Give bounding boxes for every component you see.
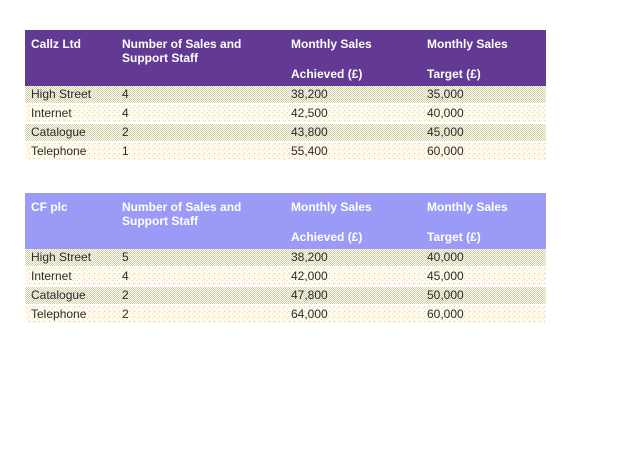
table-row: High Street 4 38,200 35,000 (25, 86, 546, 105)
cell-achieved: 43,800 (291, 125, 328, 139)
cell-staff: 4 (122, 87, 129, 101)
header-label: Monthly Sales (427, 37, 508, 51)
cell-target: 40,000 (427, 106, 464, 120)
cell-staff: 2 (122, 307, 129, 321)
table-title: Callz Ltd (31, 37, 81, 51)
cell-target: 60,000 (427, 144, 464, 158)
header-label: Monthly Sales (291, 37, 372, 51)
cell-target: 35,000 (427, 87, 464, 101)
table-title: CF plc (31, 200, 68, 214)
header-label: Number of Sales and Support Staff (122, 37, 242, 65)
table-row: High Street 5 38,200 40,000 (25, 249, 546, 268)
table-row: Internet 4 42,000 45,000 (25, 268, 546, 287)
header-label: Monthly Sales (427, 200, 508, 214)
cell-achieved: 64,000 (291, 307, 328, 321)
cell-staff: 2 (122, 288, 129, 302)
cell-target: 45,000 (427, 125, 464, 139)
cell-target: 60,000 (427, 307, 464, 321)
header-label: Monthly Sales (291, 200, 372, 214)
cell-target: 50,000 (427, 288, 464, 302)
header-label: Number of Sales and Support Staff (122, 200, 242, 228)
table-row: Internet 4 42,500 40,000 (25, 105, 546, 124)
cell-channel: High Street (31, 250, 92, 264)
header-cell-company: Callz Ltd (25, 30, 116, 86)
header-cell-company: CF plc (25, 193, 116, 249)
header-cell-target: Monthly Sales Target (£) (421, 30, 546, 86)
header-subline: Achieved (£) (291, 230, 363, 244)
cell-staff: 5 (122, 250, 129, 264)
table-row: Telephone 2 64,000 60,000 (25, 306, 546, 325)
cell-channel: Telephone (31, 307, 87, 321)
callz-ltd-table: Callz Ltd Number of Sales and Support St… (25, 30, 546, 162)
cell-channel: Catalogue (31, 288, 86, 302)
cell-staff: 1 (122, 144, 129, 158)
cell-channel: Internet (31, 106, 72, 120)
cell-achieved: 42,000 (291, 269, 328, 283)
table-row: Catalogue 2 43,800 45,000 (25, 124, 546, 143)
table-row: Catalogue 2 47,800 50,000 (25, 287, 546, 306)
cell-staff: 2 (122, 125, 129, 139)
header-subline: Target (£) (427, 230, 481, 244)
cell-achieved: 42,500 (291, 106, 328, 120)
cell-achieved: 38,200 (291, 250, 328, 264)
cell-achieved: 55,400 (291, 144, 328, 158)
header-cell-achieved: Monthly Sales Achieved (£) (285, 193, 421, 249)
header-cell-staff: Number of Sales and Support Staff (116, 30, 285, 86)
cell-achieved: 38,200 (291, 87, 328, 101)
header-subline: Achieved (£) (291, 67, 363, 81)
cell-target: 40,000 (427, 250, 464, 264)
table-header-row: Callz Ltd Number of Sales and Support St… (25, 30, 546, 86)
header-subline: Target (£) (427, 67, 481, 81)
header-cell-staff: Number of Sales and Support Staff (116, 193, 285, 249)
cell-target: 45,000 (427, 269, 464, 283)
cell-channel: Internet (31, 269, 72, 283)
cell-achieved: 47,800 (291, 288, 328, 302)
table-row: Telephone 1 55,400 60,000 (25, 143, 546, 162)
header-cell-achieved: Monthly Sales Achieved (£) (285, 30, 421, 86)
cell-channel: Telephone (31, 144, 87, 158)
cell-channel: High Street (31, 87, 92, 101)
header-cell-target: Monthly Sales Target (£) (421, 193, 546, 249)
table-header-row: CF plc Number of Sales and Support Staff… (25, 193, 546, 249)
cell-channel: Catalogue (31, 125, 86, 139)
cell-staff: 4 (122, 106, 129, 120)
cf-plc-table: CF plc Number of Sales and Support Staff… (25, 193, 546, 325)
cell-staff: 4 (122, 269, 129, 283)
